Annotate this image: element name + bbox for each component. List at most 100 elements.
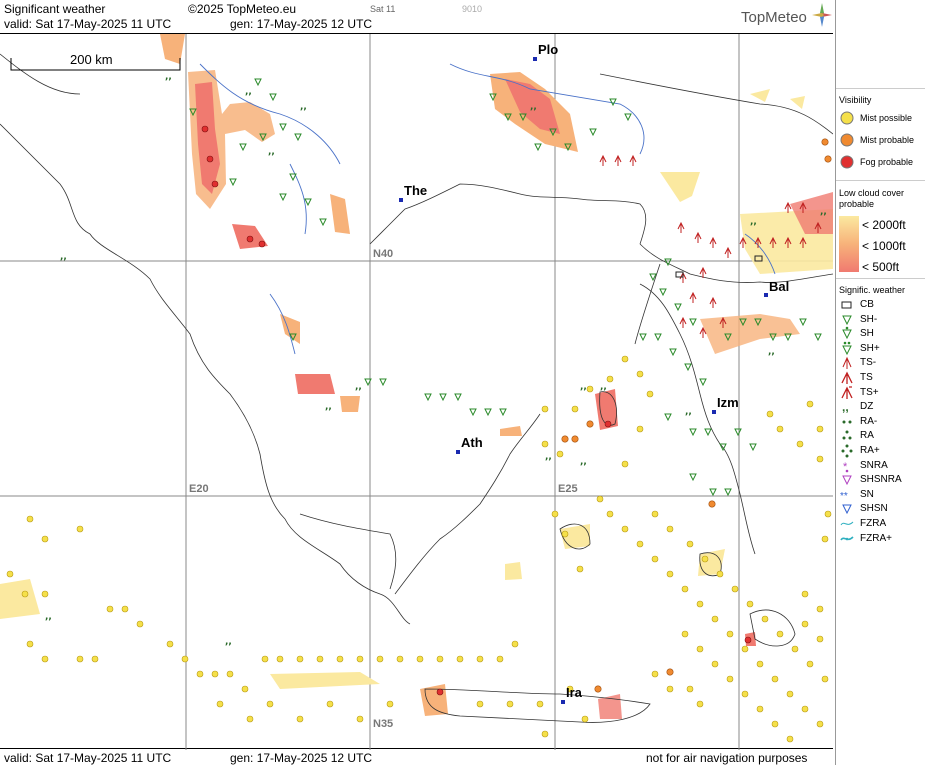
grid-label-e25: E25 <box>558 483 578 495</box>
fog-probable-icon <box>839 155 855 171</box>
legend-sigwx-ra-: RA+ <box>836 443 925 459</box>
svg-text:,,: ,, <box>820 207 827 217</box>
legend-sigwx-label: CB <box>860 299 874 310</box>
svg-text:,,: ,, <box>750 217 757 227</box>
rain-light-icon <box>839 414 855 430</box>
shower-icon <box>839 326 855 342</box>
legend-sigwx-title: Signific. weather <box>839 285 906 295</box>
legend-sigwx-sh-: SH- <box>836 312 925 328</box>
legend-visibility-title: Visibility <box>839 95 872 105</box>
shower-heavy-icon <box>839 341 855 357</box>
svg-text:,,: ,, <box>580 457 587 467</box>
city-balikesir: Bal <box>769 279 790 294</box>
rain-heavy-icon <box>839 443 855 459</box>
legend-sigwx-sh: SH <box>836 326 925 342</box>
legend-lowcloud-2000: < 2000ft <box>862 218 906 232</box>
map-canvas: ,,,,,, ,,,,,, ,,,,,, ,,,,,, ,,,,,, ,,,,,… <box>0 34 833 750</box>
legend-sigwx-shsnra: SHSNRA <box>836 472 925 488</box>
legend-mist-probable: Mist probable <box>836 133 925 149</box>
sat-label: Sat 11 <box>370 4 396 14</box>
svg-text:,,: ,, <box>325 402 332 412</box>
svg-text:**: ** <box>840 491 848 502</box>
legend-sigwx-ra: RA <box>836 428 925 444</box>
city-marker <box>561 700 565 704</box>
snow-icon: ** <box>839 487 855 503</box>
thunderstorm-symbols <box>599 154 822 338</box>
svg-text:,,: ,, <box>842 400 849 414</box>
svg-text:,,: ,, <box>355 382 362 392</box>
legend-mist-possible: Mist possible <box>836 111 925 127</box>
legend-sigwx-label: DZ <box>860 401 874 413</box>
city-marker <box>456 450 460 454</box>
city-marker <box>712 410 716 414</box>
grid-label-n35: N35 <box>373 718 394 730</box>
svg-text:,,: ,, <box>300 102 307 112</box>
legend-sigwx-label: RA+ <box>860 445 880 456</box>
freezing-rain-heavy-icon <box>839 531 855 547</box>
shower-symbols <box>189 78 822 497</box>
mist-probable-icon <box>839 133 855 149</box>
cb-symbols <box>675 255 763 278</box>
cb-icon <box>839 297 855 313</box>
svg-text:,,: ,, <box>768 347 775 357</box>
scale-bar <box>10 58 181 71</box>
legend-sigwx-fzra: FZRA <box>836 516 925 532</box>
mist-probable-symbols <box>561 138 832 693</box>
footer-valid-time: valid: Sat 17-May-2025 11 UTC <box>4 751 172 765</box>
legend-sigwx-label: TS+ <box>860 386 879 398</box>
city-marker <box>533 57 537 61</box>
city-izmir: Izm <box>717 395 739 410</box>
freezing-rain-icon <box>839 516 855 532</box>
thunderstorm-light-icon <box>839 355 855 371</box>
mist-possible-symbols <box>6 355 832 743</box>
svg-text:,,: ,, <box>225 637 232 647</box>
legend-sigwx-label: TS- <box>860 357 877 369</box>
valid-time: valid: Sat 17-May-2025 11 UTC <box>4 17 172 31</box>
rivers <box>199 63 776 355</box>
city-thessaloniki: The <box>404 183 428 198</box>
legend-sigwx-label: FZRA+ <box>860 532 892 544</box>
svg-text:,,: ,, <box>165 72 172 82</box>
copyright: ©2025 TopMeteo.eu <box>188 2 297 16</box>
city-athens: Ath <box>461 435 483 450</box>
city-marker <box>399 198 403 202</box>
legend-sigwx-ts-: TS+ <box>836 385 925 401</box>
legend-sigwx-ra-: RA- <box>836 414 925 430</box>
legend-sigwx-label: SNRA <box>860 459 888 471</box>
legend-sigwx-ts-: TS- <box>836 355 925 371</box>
svg-text:,,: ,, <box>685 407 692 417</box>
fog-probable-symbols <box>201 125 752 696</box>
topmeteo-logo: TopMeteo <box>741 9 807 26</box>
legend-sigwx-label: SH- <box>860 313 878 325</box>
city-iraklion: Ira <box>566 685 582 700</box>
legend-sigwx-label: RA <box>860 430 874 442</box>
legend-sigwx-sn: ** SN <box>836 487 925 503</box>
drizzle-icon: ,, <box>839 399 855 415</box>
legend-sigwx-snra: * SNRA <box>836 458 925 474</box>
city-marker <box>764 293 768 297</box>
legend-sigwx-ts: TS <box>836 370 925 386</box>
legend-sigwx-label: SHSNRA <box>860 474 902 486</box>
coastlines <box>0 53 833 723</box>
scale-label: 200 km <box>70 52 113 67</box>
snow-shower-icon <box>839 501 855 517</box>
legend-sigwx-cb: CB <box>836 297 925 313</box>
drizzle-symbols: ,,,,,, ,,,,,, ,,,,,, ,,,,,, ,,,,,, ,,,,,… <box>45 72 827 647</box>
legend-lowcloud-title: Low cloud cover probable <box>839 188 905 209</box>
legend-sigwx-sh-: SH+ <box>836 341 925 357</box>
legend-sigwx-label: TS <box>860 372 873 383</box>
legend-sigwx-label: SN <box>860 488 874 500</box>
thunderstorm-icon <box>839 370 855 386</box>
city-plovdiv: Plo <box>538 42 559 57</box>
snow-rain-icon: * <box>839 458 855 474</box>
shower-light-icon <box>839 312 855 328</box>
legend-lowcloud-500: < 500ft <box>862 260 900 274</box>
weather-map[interactable]: ,,,,,, ,,,,,, ,,,,,, ,,,,,, ,,,,,, ,,,,,… <box>0 33 833 750</box>
svg-text:,,: ,, <box>545 452 552 462</box>
svg-text:,,: ,, <box>580 382 587 392</box>
legend-lowcloud-1000: < 1000ft <box>862 239 906 253</box>
svg-text:,,: ,, <box>45 612 52 622</box>
compass-icon <box>812 3 832 27</box>
chart-code: 9010 <box>462 4 483 14</box>
legend-sigwx-label: SHSN <box>860 503 888 515</box>
